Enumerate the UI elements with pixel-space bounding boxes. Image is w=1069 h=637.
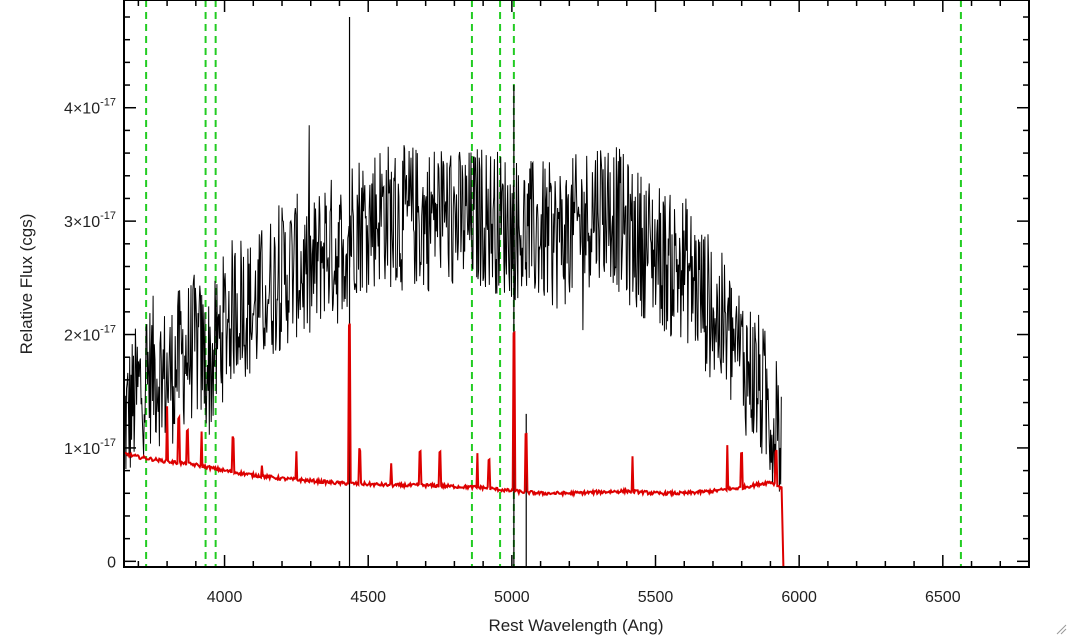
- resize-grip-icon[interactable]: [1055, 623, 1067, 635]
- y-tick-label: 0: [107, 554, 116, 571]
- y-tick-label: 4×10-17: [64, 97, 116, 118]
- data-series: [124, 17, 1029, 567]
- x-tick-label: 4000: [207, 589, 243, 606]
- plot-frame: [123, 0, 1030, 568]
- axis-ticks: [124, 0, 1030, 567]
- x-tick-label: 6500: [925, 589, 961, 606]
- y-axis-label: Relative Flux (cgs): [17, 214, 36, 355]
- x-tick-label: 6000: [781, 589, 817, 606]
- x-tick-labels: 4000 4500 5000 5500 6000 6500: [207, 589, 961, 606]
- observed-spectrum-line: [124, 125, 782, 492]
- x-tick-label: 5500: [638, 589, 674, 606]
- y-tick-label: 1×10-17: [64, 437, 116, 458]
- reference-lines: [145, 0, 962, 567]
- y-tick-label: 2×10-17: [64, 324, 116, 345]
- x-tick-label: 5000: [494, 589, 530, 606]
- y-tick-labels: 0 1×10-17 2×10-17 3×10-17 4×10-17: [64, 97, 116, 572]
- model-spectrum-line: [124, 323, 1029, 567]
- y-tick-label: 3×10-17: [64, 210, 116, 231]
- x-axis-label: Rest Wavelength (Ang): [488, 616, 663, 635]
- x-tick-label: 4500: [350, 589, 386, 606]
